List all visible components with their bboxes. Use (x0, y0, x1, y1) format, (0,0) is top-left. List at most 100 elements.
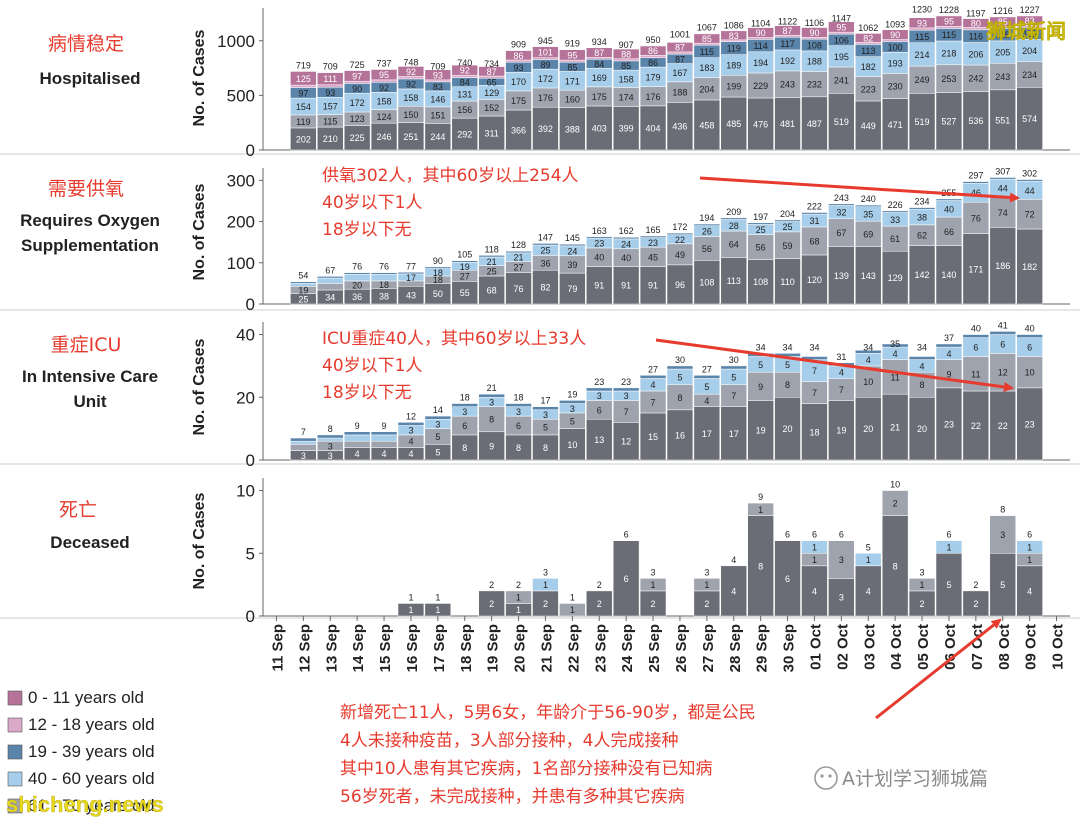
death-note-line: 其中10人患有其它疾病，1名部分接种没有已知病 (340, 759, 712, 779)
bar-segment-19-39 (370, 272, 398, 275)
x-tick-label: 24 Sep (619, 624, 636, 672)
total-label: 8 (1000, 505, 1005, 515)
x-tick-label: 01 Oct (807, 624, 824, 670)
segment-label: 85 (567, 62, 577, 72)
segment-label: 7 (812, 388, 817, 398)
bar-segment-19-39 (720, 365, 747, 370)
bar-segment-70+ (559, 428, 586, 461)
segment-label: 157 (323, 101, 338, 111)
segment-label: 18 (433, 275, 443, 285)
panel-label-oxy: 需要供氧 Requires Oxygen Supplementation (20, 178, 160, 255)
segment-label: 19 (460, 262, 470, 272)
segment-label: 7 (812, 366, 817, 376)
bar-segment-12-18 (317, 84, 344, 88)
segment-label: 158 (403, 93, 418, 103)
segment-label: 23 (944, 419, 954, 429)
segment-label: 5 (704, 382, 709, 392)
total-label: 1216 (993, 6, 1013, 16)
bar-segment-19-39 (935, 343, 963, 348)
bar-segment-61-70 (881, 73, 909, 99)
panel-label-cn: 重症ICU (51, 334, 122, 356)
segment-label: 20 (917, 424, 927, 434)
total-label: 105 (457, 250, 472, 260)
bar-segment-70+ (586, 418, 613, 461)
segment-label: 38 (917, 213, 927, 223)
segment-label: 204 (699, 84, 714, 94)
x-tick-label: 13 Sep (323, 624, 340, 672)
bar-segment-0-11 (774, 25, 801, 36)
bar-segment-61-70 (1016, 61, 1043, 88)
bar-segment-61-70 (343, 440, 371, 448)
bar-segment-19-39 (532, 406, 559, 411)
panel-label-cn: 死亡 (59, 499, 97, 521)
y-tick-label: 0 (246, 295, 255, 314)
segment-label: 3 (408, 426, 413, 436)
segment-label: 8 (543, 443, 548, 453)
bar-segment-61-70 (1016, 356, 1043, 389)
x-tick-label: 22 Sep (565, 624, 582, 672)
total-label: 1001 (670, 30, 690, 40)
bar-segment-70+ (720, 565, 747, 617)
bar-segment-70+ (720, 257, 747, 305)
segment-label: 23 (1025, 419, 1035, 429)
segment-label: 292 (457, 130, 472, 140)
segment-label: 188 (807, 57, 822, 67)
bar-segment-70+ (774, 397, 801, 461)
bar-segment-19-39 (370, 431, 398, 436)
legend-label: 0 - 11 years old (28, 688, 144, 707)
segment-label: 43 (406, 291, 416, 301)
segment-label: 399 (619, 124, 634, 134)
segment-label: 25 (756, 225, 766, 235)
legend-label: 19 - 39 years old (28, 742, 155, 761)
segment-label: 1 (516, 593, 521, 603)
bar-segment-70+ (693, 590, 721, 617)
total-label: 6 (812, 530, 817, 540)
segment-label: 2 (489, 599, 494, 609)
segment-label: 24 (621, 239, 631, 249)
segment-label: 5 (435, 448, 440, 458)
oxygen-arrow (699, 176, 1020, 203)
wechat-handle: A计划学习狮城篇 (842, 768, 988, 790)
bar-segment-70+ (989, 227, 1016, 305)
y-axis-title: No. of Cases (191, 183, 208, 280)
segment-label: 92 (460, 66, 470, 76)
x-tick-label: 23 Sep (592, 624, 609, 672)
segment-label: 218 (941, 48, 956, 58)
segment-label: 93 (433, 70, 443, 80)
segment-label: 91 (621, 281, 631, 291)
segment-label: 69 (863, 229, 873, 239)
x-tick-label: 20 Sep (512, 624, 529, 672)
segment-label: 243 (995, 72, 1010, 82)
segment-label: 6 (973, 343, 978, 353)
segment-label: 175 (511, 96, 526, 106)
segment-label: 79 (567, 284, 577, 294)
bar-segment-0-11 (290, 71, 317, 86)
total-label: 35 (890, 339, 900, 349)
segment-label: 158 (377, 96, 392, 106)
segment-label: 10 (863, 377, 873, 387)
segment-label: 3 (516, 407, 521, 417)
bar-segment-70+ (639, 266, 667, 305)
total-label: 1086 (724, 20, 744, 30)
segment-label: 1 (758, 505, 763, 515)
segment-label: 8 (677, 393, 682, 403)
panel-label-en: Requires Oxygen (20, 211, 160, 230)
segment-label: 40 (944, 204, 954, 214)
total-label: 297 (968, 171, 983, 181)
total-label: 67 (325, 265, 335, 275)
segment-label: 34 (325, 292, 335, 302)
bar-segment-70+ (908, 397, 936, 461)
segment-label: 253 (941, 74, 956, 84)
bar-segment-70+ (693, 99, 721, 151)
bar-segment-0-11 (639, 45, 667, 56)
segment-label: 106 (834, 35, 849, 45)
death-note-line: 56岁死者，未完成接种，并患有多种其它疾病 (340, 787, 685, 807)
segment-label: 39 (567, 260, 577, 270)
bar-segment-19-39 (397, 422, 425, 426)
bar-segment-70+ (559, 272, 586, 305)
segment-label: 195 (834, 52, 849, 62)
segment-label: 449 (861, 121, 876, 131)
bar-segment-61-70 (693, 578, 721, 592)
bar-segment-19-39 (989, 177, 1016, 180)
